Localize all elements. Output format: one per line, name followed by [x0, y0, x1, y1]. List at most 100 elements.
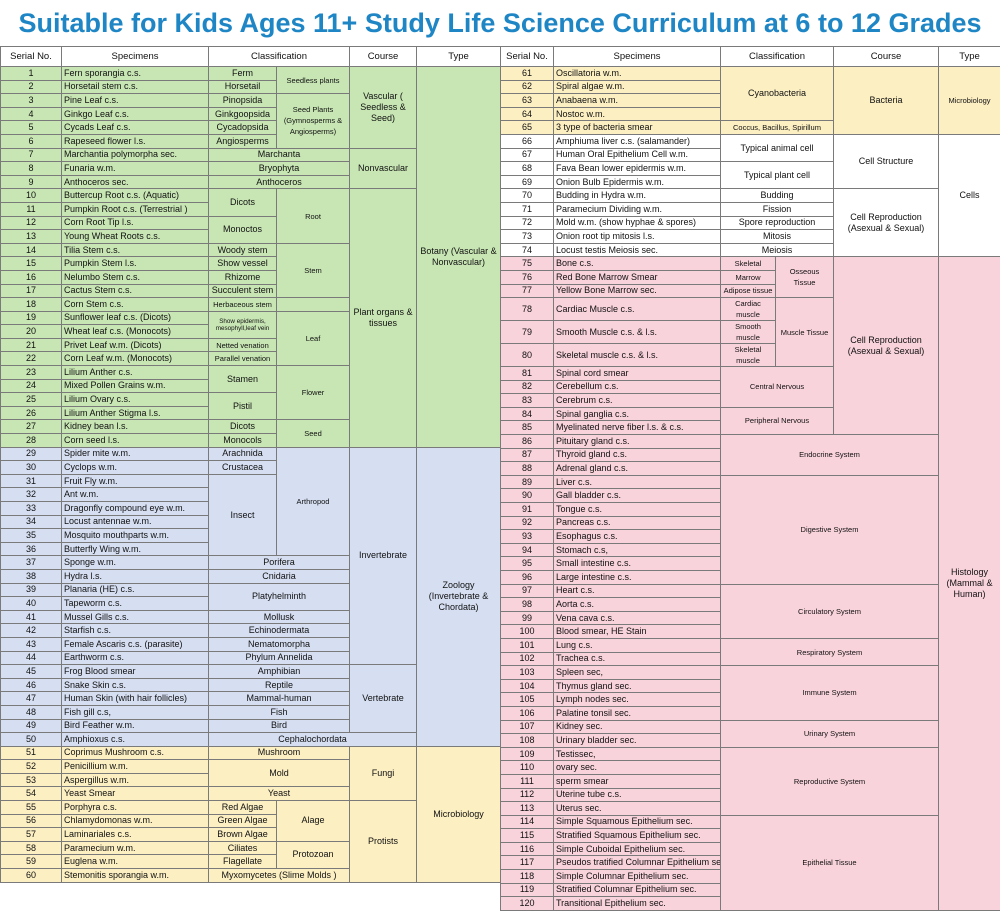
serial-number: 65 [501, 121, 554, 135]
specimen-name: Horsetail stem c.s. [62, 80, 209, 94]
serial-number: 58 [1, 841, 62, 855]
classification-cell: Pinopsida [209, 94, 277, 108]
specimen-name: Locust antennae w.m. [62, 515, 209, 529]
specimen-name: Liver c.s. [554, 475, 721, 489]
classification-cell: Cyanobacteria [721, 67, 834, 121]
classification-cell: Monocols [209, 434, 277, 448]
specimen-name: Pine Leaf c.s. [62, 94, 209, 108]
serial-number: 73 [501, 230, 554, 244]
classification-cell: Nematomorpha [209, 637, 350, 651]
specimen-name: Bird Feather w.m. [62, 719, 209, 733]
serial-number: 103 [501, 666, 554, 680]
empty-cell [277, 298, 350, 312]
serial-number: 36 [1, 542, 62, 556]
specimen-name: Cerebellum c.s. [554, 380, 721, 394]
specimen-name: Yeast Smear [62, 787, 209, 801]
specimen-name: Fruit Fly w.m. [62, 474, 209, 488]
specimen-name: Cyclops w.m. [62, 461, 209, 475]
serial-number: 27 [1, 420, 62, 434]
specimen-name: Laminariales c.s. [62, 828, 209, 842]
specimen-name: Chlamydomonas w.m. [62, 814, 209, 828]
classification-cell: Cardiac muscle [721, 298, 776, 321]
classification-cell: Mushroom [209, 746, 350, 760]
serial-number: 21 [1, 338, 62, 352]
serial-number: 10 [1, 189, 62, 203]
type-cell: Botany (Vascular & Nonvascular) [417, 67, 501, 448]
specimen-name: Heart c.s. [554, 584, 721, 598]
course-header: Course [834, 47, 939, 67]
specimen-name: Nelumbo Stem c.s. [62, 270, 209, 284]
specimen-name: Large intestine c.s. [554, 571, 721, 585]
serial-number: 24 [1, 379, 62, 393]
specimen-name: Dragonfly compound eye w.m. [62, 502, 209, 516]
group-cell: Leaf [277, 311, 350, 365]
specimen-name: Human Skin (with hair follicles) [62, 692, 209, 706]
specimen-name: Urinary bladder sec. [554, 734, 721, 748]
specimen-name: Kidney bean l.s. [62, 420, 209, 434]
specimen-name: Amphioxus c.s. [62, 733, 209, 747]
serial-number: 42 [1, 624, 62, 638]
specimen-name: Onion Bulb Epidermis w.m. [554, 175, 721, 189]
classification-cell: Rhizome [209, 270, 277, 284]
group-cell: Muscle Tissue [776, 298, 834, 367]
classification-cell: Crustacea [209, 461, 277, 475]
classification-cell: Show epidermis, mesophyll,leaf vein [209, 311, 277, 338]
specimen-name: Nostoc w.m. [554, 107, 721, 121]
serial-number: 16 [1, 270, 62, 284]
serial-number: 85 [501, 421, 554, 435]
specimen-name: Hydra l.s. [62, 569, 209, 583]
serial-number: 75 [501, 257, 554, 271]
type-header: Type [417, 47, 501, 67]
group-cell: Flower [277, 366, 350, 420]
specimen-name: Lung c.s. [554, 638, 721, 652]
course-cell: Cell Reproduction (Asexual & Sexual) [834, 257, 939, 435]
classification-cell: Typical plant cell [721, 162, 834, 189]
classification-cell: Fission [721, 202, 834, 216]
course-cell: Invertebrate [350, 447, 417, 665]
serial-number: 82 [501, 380, 554, 394]
serial-number: 1 [1, 67, 62, 81]
specimen-name: Earthworm c.s. [62, 651, 209, 665]
serial-number: 25 [1, 393, 62, 407]
classification-cell: Amphibian [209, 665, 350, 679]
specimen-name: Mosquito mouthparts w.m. [62, 529, 209, 543]
specimen-name: Cycads Leaf c.s. [62, 121, 209, 135]
serial-number: 62 [501, 80, 554, 94]
serial-number: 89 [501, 475, 554, 489]
specimen-name: Pancreas c.s. [554, 516, 721, 530]
serial-number: 31 [1, 474, 62, 488]
specimen-name: Aorta c.s. [554, 598, 721, 612]
serial-number: 63 [501, 94, 554, 108]
serial-number: 19 [1, 311, 62, 325]
classification-cell: Insect [209, 474, 277, 556]
specimen-name: Stemonitis sporangia w.m. [62, 869, 209, 883]
serial-number: 78 [501, 298, 554, 321]
specimen-name: Amphiuma liver c.s. (salamander) [554, 134, 721, 148]
serial-number: 50 [1, 733, 62, 747]
serial-number: 39 [1, 583, 62, 597]
serial-number: 12 [1, 216, 62, 230]
classification-cell: Typical animal cell [721, 134, 834, 161]
classification-cell: Central Nervous [721, 367, 834, 408]
specimen-name: Penicillium w.m. [62, 760, 209, 774]
specimen-name: Female Ascaris c.s. (parasite) [62, 637, 209, 651]
classification-cell: Ciliates [209, 841, 277, 855]
course-cell: Bacteria [834, 67, 939, 135]
specimen-name: Simple Columnar Epithelium sec. [554, 870, 721, 884]
serial-number: 90 [501, 489, 554, 503]
specimen-name: Mussel Gills c.s. [62, 610, 209, 624]
specimen-name: Marchantia polymorpha sec. [62, 148, 209, 162]
serial-number: 37 [1, 556, 62, 570]
serial-number: 54 [1, 787, 62, 801]
specimen-name: Cardiac Muscle c.s. [554, 298, 721, 321]
specimen-name: Snake Skin c.s. [62, 678, 209, 692]
serial-number: 28 [1, 434, 62, 448]
specimen-name: Kidney sec. [554, 720, 721, 734]
specimen-name: Red Bone Marrow Smear [554, 270, 721, 284]
specimen-name: Anthoceros sec. [62, 175, 209, 189]
specimen-name: Pumpkin Root c.s. (Terrestrial ) [62, 202, 209, 216]
